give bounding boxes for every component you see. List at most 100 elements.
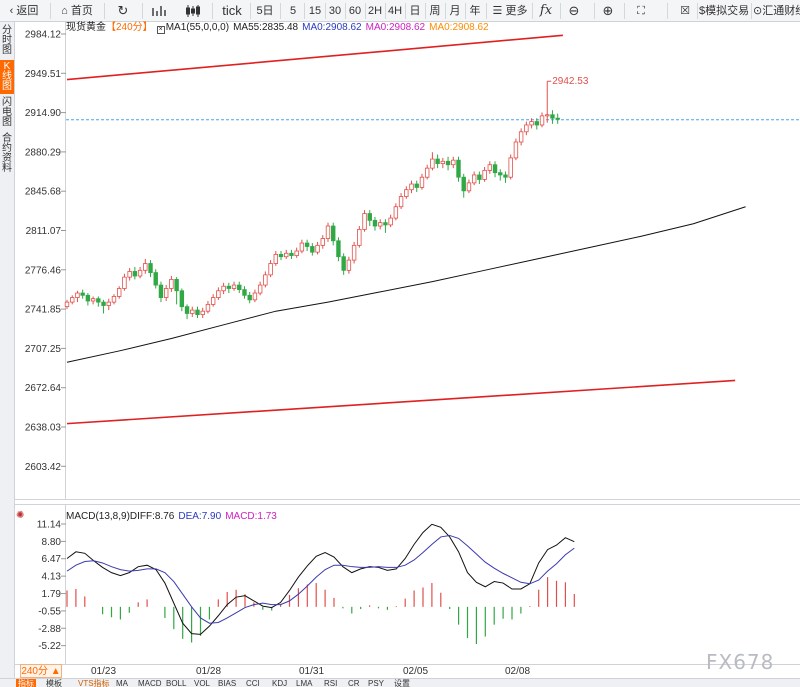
- candle-body: [372, 219, 378, 227]
- candle-body: [96, 298, 101, 303]
- home-icon: ⌂: [61, 5, 68, 17]
- tab-bias[interactable]: BIAS: [218, 679, 237, 687]
- period-4h-button[interactable]: 4H: [387, 5, 403, 17]
- period-year-button[interactable]: 年: [469, 5, 481, 17]
- candle: [357, 226, 362, 248]
- candle-body: [404, 189, 409, 197]
- period-5day-button[interactable]: 5日: [256, 5, 274, 17]
- candle: [377, 219, 383, 230]
- candle: [435, 154, 440, 169]
- tab-boll[interactable]: BOLL: [166, 679, 187, 687]
- tab-psy[interactable]: PSY: [368, 679, 385, 687]
- y-tick-label: 2741.85: [25, 305, 62, 316]
- period-30-button[interactable]: 30: [328, 5, 342, 17]
- candle-body: [393, 206, 399, 219]
- period-5-button[interactable]: 5: [289, 5, 297, 17]
- y-tick-label: 2880.29: [25, 147, 62, 158]
- more-button[interactable]: ☰ 更多: [490, 0, 530, 22]
- period-selector[interactable]: 240分 ▲: [20, 664, 62, 678]
- close-box-icon[interactable]: ☒: [680, 5, 690, 17]
- bar-chart-icon[interactable]: [148, 0, 170, 22]
- candle: [471, 171, 477, 186]
- symbol-label: 现货黄金: [66, 22, 106, 33]
- candle: [539, 112, 545, 128]
- candle-body: [377, 222, 383, 227]
- candle-body: [461, 176, 466, 192]
- zoom-in-icon[interactable]: ⊕: [602, 3, 614, 18]
- tab-flash[interactable]: 闪电图: [2, 97, 12, 128]
- candle: [466, 179, 472, 194]
- candle-body: [331, 225, 336, 242]
- tab-indicators[interactable]: 指标: [16, 679, 36, 687]
- tab-cr[interactable]: CR: [348, 679, 360, 687]
- period-15-button[interactable]: 15: [308, 5, 322, 17]
- candle: [221, 282, 226, 295]
- macd-dea-line: [66, 534, 575, 624]
- candle: [534, 118, 539, 130]
- tab-lma[interactable]: LMA: [296, 679, 313, 687]
- tab-ma[interactable]: MA: [116, 679, 128, 687]
- macd-y-tick-label: 6.47: [42, 554, 62, 565]
- candle: [195, 306, 200, 319]
- candlestick-icon[interactable]: [182, 0, 204, 22]
- candle: [299, 239, 305, 254]
- candle: [273, 251, 278, 266]
- candle: [184, 304, 190, 320]
- home-button[interactable]: ⌂ 首页: [56, 0, 98, 22]
- exchange-button[interactable]: ⊙汇通财经: [753, 0, 800, 22]
- tab-rsi[interactable]: RSI: [324, 679, 338, 687]
- candle-body: [367, 213, 372, 221]
- candle: [169, 275, 174, 292]
- candle-body: [127, 271, 132, 278]
- ma-toggle-icon[interactable]: ×: [156, 26, 165, 34]
- candle-body: [143, 263, 148, 271]
- candle: [414, 180, 419, 192]
- candle-body: [64, 301, 70, 308]
- tab-cci[interactable]: CCI: [246, 679, 260, 687]
- menu-icon: ☰: [492, 5, 503, 17]
- candle: [101, 299, 106, 314]
- candle-body: [299, 242, 305, 252]
- period-week-button[interactable]: 周: [429, 5, 441, 17]
- period-2h-button[interactable]: 2H: [367, 5, 383, 17]
- tab-vol[interactable]: VOL: [194, 679, 211, 687]
- zoom-out-icon[interactable]: ⊖: [568, 3, 580, 18]
- tick-button[interactable]: tick: [222, 3, 242, 18]
- sim-trade-button[interactable]: $模拟交易: [699, 0, 749, 22]
- candle-body: [106, 301, 111, 306]
- tab-vts[interactable]: VTS指标: [78, 679, 110, 687]
- macd-y-tick-label: 4.13: [42, 572, 62, 583]
- tab-macd[interactable]: MACD: [138, 679, 162, 687]
- fullscreen-icon[interactable]: ⛶: [637, 5, 645, 17]
- ma0-label-3: MA0:2908.62: [429, 22, 489, 33]
- candle-body: [210, 297, 216, 305]
- macd-legend: MACD(13,8,9)DIFF:8.76 DEA:7.90 MACD:1.73: [66, 511, 281, 523]
- candle: [477, 171, 482, 185]
- tab-kline[interactable]: K线图: [0, 60, 14, 94]
- candle: [263, 271, 268, 288]
- candle: [85, 293, 91, 306]
- refresh-icon[interactable]: ↻: [117, 3, 129, 18]
- y-tick-label: 2984.12: [25, 30, 62, 41]
- settings-gear-icon[interactable]: ✺: [16, 510, 25, 521]
- candle: [216, 287, 221, 300]
- macd-y-tick-label: 8.80: [42, 537, 62, 548]
- candle-body: [550, 114, 555, 119]
- candle-body: [85, 294, 91, 302]
- candle: [111, 294, 117, 305]
- tab-templates[interactable]: 模板: [46, 679, 62, 687]
- tab-kdj[interactable]: KDJ: [272, 679, 288, 687]
- candle-body: [163, 288, 169, 298]
- dollar-icon: $: [699, 5, 706, 17]
- candle: [388, 214, 393, 228]
- back-button[interactable]: ‹ 返回: [4, 0, 44, 22]
- formula-icon[interactable]: fx: [539, 3, 553, 18]
- tab-timeshare[interactable]: 分时图: [2, 25, 12, 56]
- candle-body: [205, 303, 211, 312]
- candle-body: [482, 169, 487, 180]
- period-month-button[interactable]: 月: [449, 5, 461, 17]
- period-60-button[interactable]: 60: [348, 5, 362, 17]
- tab-contract-info[interactable]: 合约资料: [2, 133, 12, 174]
- period-day-button[interactable]: 日: [409, 5, 421, 17]
- tab-settings[interactable]: 设置: [394, 679, 410, 687]
